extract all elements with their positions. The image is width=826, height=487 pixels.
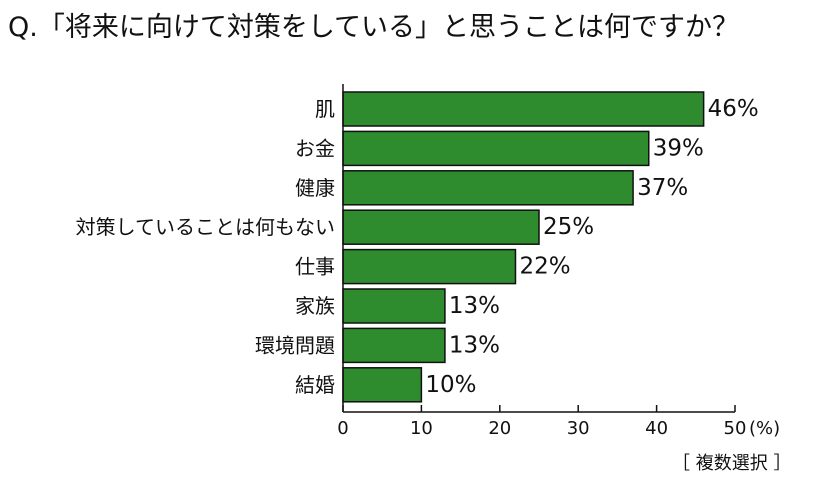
category-label: お金 <box>295 136 335 160</box>
data-label: 25% <box>543 214 594 240</box>
bar <box>342 209 540 245</box>
x-tick-label: 20 <box>488 418 511 439</box>
data-label: 37% <box>637 175 688 201</box>
data-label: 39% <box>653 135 704 161</box>
category-label: 肌 <box>315 97 335 121</box>
x-unit-label: (%) <box>749 418 780 439</box>
x-tick-label: 30 <box>567 418 590 439</box>
bar <box>342 367 423 403</box>
x-tick-label: 10 <box>410 418 433 439</box>
bar <box>342 91 705 127</box>
bar <box>342 288 446 324</box>
data-label: 46% <box>708 96 759 122</box>
data-label: 10% <box>425 372 476 398</box>
data-label: 13% <box>449 332 500 358</box>
bar <box>342 327 446 364</box>
category-label: 結婚 <box>295 373 335 397</box>
category-label: 健康 <box>295 176 335 200</box>
multiple-choice-note: ［ 複数選択 ］ <box>672 453 792 474</box>
category-label: 家族 <box>295 294 335 318</box>
x-tick-label: 40 <box>645 418 668 439</box>
data-label: 22% <box>519 254 570 280</box>
category-label: 対策していることは何もない <box>76 215 335 239</box>
bar <box>342 248 517 285</box>
x-tick-label: 0 <box>337 418 348 439</box>
category-label: 仕事 <box>295 255 335 279</box>
bar <box>342 130 650 167</box>
data-label: 13% <box>449 293 500 319</box>
question-title: Q.「将来に向けて対策をしている」と思うことは何ですか？ <box>8 12 740 43</box>
bar <box>342 170 634 206</box>
x-tick-label: 50 <box>724 418 747 439</box>
category-label: 環境問題 <box>255 333 335 357</box>
